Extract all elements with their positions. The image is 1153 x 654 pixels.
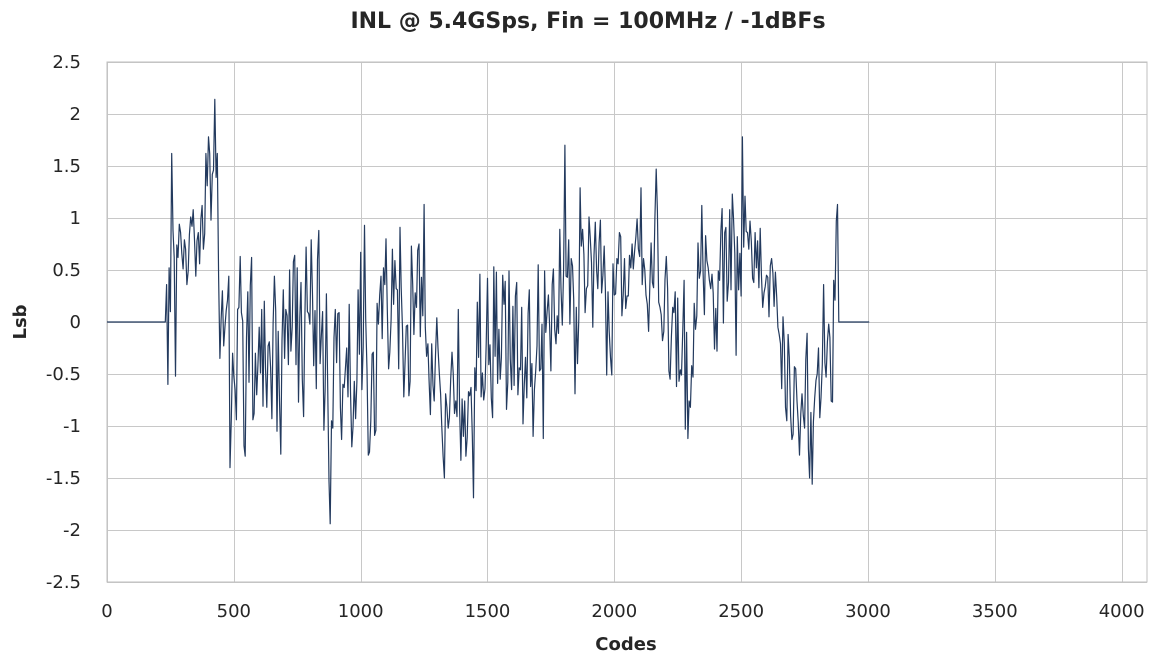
y-tick-label: 1.5 xyxy=(52,156,81,177)
y-axis-tick-labels: 2.5 2 1.5 1 0.5 0 -0.5 -1 -1.5 -2 -2.5 xyxy=(46,52,81,593)
x-tick-label: 2500 xyxy=(718,601,764,622)
x-tick-label: 4000 xyxy=(1099,601,1145,622)
y-tick-label: 0.5 xyxy=(52,260,81,281)
y-tick-label: 0 xyxy=(70,312,81,333)
x-tick-label: 1500 xyxy=(465,601,511,622)
x-tick-label: 2000 xyxy=(591,601,637,622)
y-tick-label: -1 xyxy=(63,416,81,437)
series-layer xyxy=(107,98,870,525)
y-tick-label: 2.5 xyxy=(52,52,81,73)
y-tick-label: -2.5 xyxy=(46,572,81,593)
x-axis-label: Codes xyxy=(595,634,656,654)
y-tick-label: -2 xyxy=(63,520,81,541)
x-tick-label: 0 xyxy=(101,601,112,622)
x-tick-label: 3000 xyxy=(845,601,891,622)
y-axis-label: Lsb xyxy=(10,304,31,339)
x-tick-label: 500 xyxy=(217,601,251,622)
y-tick-label: 2 xyxy=(70,104,81,125)
x-axis-tick-labels: 0 500 1000 1500 2000 2500 3000 3500 4000 xyxy=(101,601,1144,622)
inl-series-line xyxy=(107,98,870,525)
chart-title: INL @ 5.4GSps, Fin = 100MHz / -1dBFs xyxy=(350,9,825,34)
y-tick-label: -1.5 xyxy=(46,468,81,489)
x-tick-label: 3500 xyxy=(972,601,1018,622)
grid-lines xyxy=(107,62,1147,583)
x-tick-label: 1000 xyxy=(338,601,384,622)
y-tick-label: 1 xyxy=(70,208,81,229)
y-tick-label: -0.5 xyxy=(46,364,81,385)
